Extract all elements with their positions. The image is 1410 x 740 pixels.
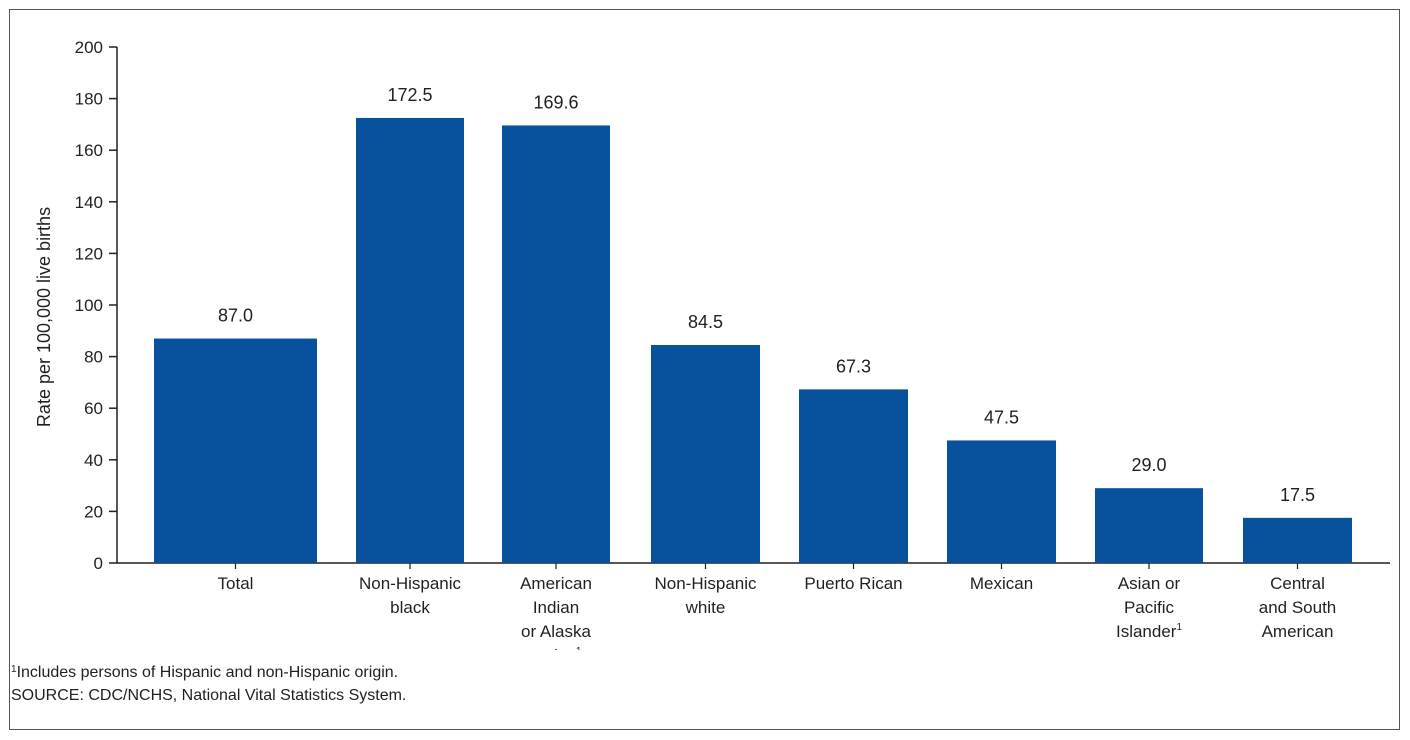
value-label: 84.5 [688, 312, 723, 332]
value-label: 67.3 [836, 356, 871, 376]
bar [947, 440, 1056, 563]
value-label: 29.0 [1131, 455, 1166, 475]
bar [154, 338, 317, 563]
bar [356, 117, 464, 563]
bars [154, 117, 1352, 563]
footnote-note: 1Includes persons of Hispanic and non-Hi… [11, 658, 406, 684]
category-label: Asian or Pacific Islander1 [1116, 574, 1182, 641]
y-tick-label: 40 [84, 451, 103, 470]
category-labels: Total Non-Hispanic black American Indian or A… [218, 574, 1337, 650]
value-labels: 87.0 172.5 169.6 84.5 67.3 47.5 29.0 17.5 [218, 85, 1315, 505]
footnote-marker: 1 [11, 664, 17, 675]
y-tick-label: 0 [94, 554, 103, 573]
y-tick-label: 80 [84, 348, 103, 367]
x-axis [117, 562, 1390, 569]
bar-chart: 0 20 40 60 80 100 120 140 160 180 200 87.0 172.5 169… [34, 38, 1390, 650]
footnote-note-text: Includes persons of Hispanic and non-His… [16, 664, 399, 681]
category-label: Non-Hispanic black [359, 574, 462, 617]
y-axis-title: Rate per 100,000 live births [34, 207, 54, 427]
value-label: 87.0 [218, 306, 253, 326]
value-label: 169.6 [533, 92, 578, 112]
y-tick-label: 120 [75, 244, 103, 263]
y-axis: 0 20 40 60 80 100 120 140 160 180 200 [75, 38, 118, 573]
bar [1095, 488, 1203, 563]
category-label: Total [218, 574, 254, 593]
y-tick-label: 100 [75, 296, 103, 315]
bar [1243, 517, 1352, 563]
footnotes: 1Includes persons of Hispanic and non-Hi… [11, 658, 406, 707]
y-tick-label: 200 [75, 38, 103, 57]
category-label: Central and South American [1259, 574, 1337, 641]
footnote-source: SOURCE: CDC/NCHS, National Vital Statist… [11, 687, 407, 704]
category-label: Mexican [970, 574, 1033, 593]
bar [651, 344, 760, 563]
bar [502, 125, 610, 563]
value-label: 172.5 [387, 85, 432, 105]
chart-frame: 0 20 40 60 80 100 120 140 160 180 200 87.0 172.5 169… [9, 9, 1400, 730]
value-label: 47.5 [984, 407, 1019, 427]
y-tick-label: 180 [75, 90, 103, 109]
category-label: Non-Hispanic white [654, 574, 757, 617]
bar [799, 389, 908, 563]
y-tick-label: 160 [75, 141, 103, 160]
y-tick-label: 140 [75, 193, 103, 212]
y-tick-label: 20 [84, 502, 103, 521]
category-label: Puerto Rican [804, 574, 902, 593]
y-tick-label: 60 [84, 399, 103, 418]
value-label: 17.5 [1280, 485, 1315, 505]
